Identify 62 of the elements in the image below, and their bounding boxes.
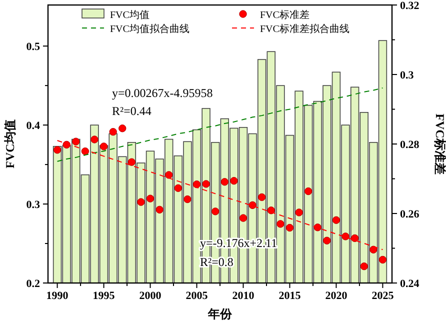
- point: [295, 208, 303, 216]
- y-axis-title: FVC均值: [3, 120, 17, 168]
- legend-label: FVC均值: [110, 9, 150, 21]
- point: [220, 178, 228, 186]
- point: [286, 224, 294, 232]
- y-tick-label: 0.4: [26, 120, 40, 132]
- point: [156, 206, 164, 214]
- point: [128, 158, 136, 166]
- point: [53, 146, 62, 154]
- x-tick-label: 1990: [46, 290, 69, 302]
- x-tick-label: 2005: [186, 290, 208, 302]
- annotation: y=0.00267x-4.95958: [112, 86, 213, 100]
- point: [332, 216, 340, 224]
- x-tick-label: 2020: [325, 290, 348, 302]
- point: [90, 136, 98, 144]
- point: [62, 140, 70, 149]
- y-tick-label: 0.2: [26, 278, 40, 290]
- point: [248, 201, 256, 210]
- x-tick-label: 1995: [92, 290, 116, 302]
- point: [267, 206, 275, 214]
- point: [314, 224, 322, 232]
- point: [192, 180, 201, 188]
- x-axis-title: 年份: [207, 307, 233, 321]
- y2-tick-label: 0.28: [400, 139, 420, 151]
- point: [202, 180, 210, 188]
- point: [137, 198, 145, 206]
- point: [360, 262, 368, 270]
- point: [72, 138, 80, 146]
- x-tick-label: 2015: [278, 290, 302, 302]
- point: [212, 208, 220, 216]
- y2-axis-title: FVC标准差: [433, 114, 446, 174]
- x-tick-label: 2000: [139, 290, 162, 302]
- point: [342, 232, 350, 240]
- point: [304, 187, 312, 196]
- legend-label: FVC均值拟合曲线: [110, 23, 190, 35]
- y2-tick-label: 0.26: [400, 208, 420, 220]
- y-tick-label: 0.5: [26, 41, 40, 54]
- point: [239, 214, 248, 222]
- y-tick-label: 0.3: [26, 199, 40, 212]
- x-tick-label: 2025: [372, 290, 394, 302]
- point: [184, 195, 192, 204]
- point: [118, 124, 126, 132]
- point: [165, 171, 173, 179]
- x-tick-label: 2010: [232, 290, 255, 302]
- point: [378, 256, 387, 264]
- y2-tick-label: 0.3: [400, 70, 414, 82]
- point: [370, 246, 378, 254]
- point: [109, 128, 117, 136]
- point: [258, 193, 266, 202]
- point: [276, 220, 284, 228]
- legend-label: FVC标准差拟合曲线: [260, 23, 350, 35]
- point: [350, 234, 359, 242]
- point: [230, 176, 238, 185]
- annotation: R²=0.44: [112, 104, 152, 118]
- point: [100, 142, 108, 150]
- line-series: [56, 87, 384, 162]
- point: [146, 194, 154, 202]
- y2-tick-label: 0.24: [400, 278, 420, 290]
- point: [323, 236, 331, 244]
- y2-tick-label: 0.32: [400, 0, 420, 12]
- point: [174, 184, 182, 192]
- legend-label: FVC标准差: [260, 9, 310, 21]
